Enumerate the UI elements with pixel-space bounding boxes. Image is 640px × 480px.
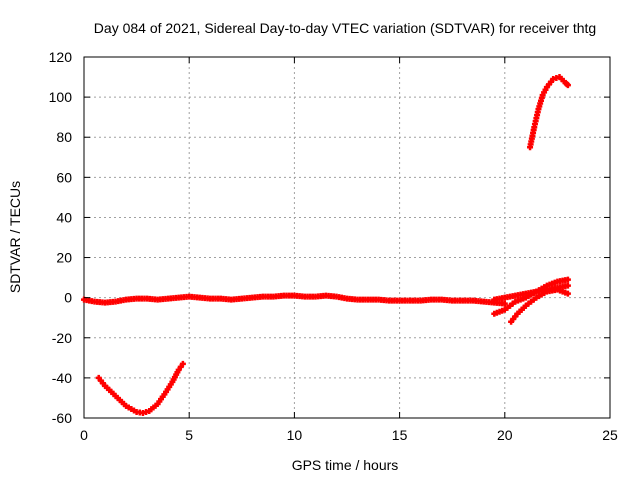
y-tick-label: 40 (56, 209, 72, 225)
y-tick-label: 80 (56, 129, 72, 145)
data-point (179, 360, 186, 367)
series-arc-late-flat (491, 282, 571, 303)
y-tick-label: -60 (52, 410, 72, 426)
plot-frame (83, 56, 611, 419)
data-point (564, 290, 571, 297)
data-series (81, 74, 571, 416)
y-tick-label: -40 (52, 370, 72, 386)
data-point (564, 82, 571, 89)
y-tick-label: 120 (49, 49, 73, 65)
data-point (501, 300, 508, 307)
y-tick-label: 100 (49, 89, 73, 105)
y-tick-label: 0 (64, 290, 72, 306)
y-tick-label: -20 (52, 330, 72, 346)
x-axis-label: GPS time / hours (292, 457, 399, 473)
grid-lines (84, 57, 610, 418)
data-point (564, 276, 571, 283)
y-axis-label: SDTVAR / TECUs (7, 181, 23, 293)
x-tick-label: 20 (497, 427, 513, 443)
y-axis-ticks: -60 -40 -20 0 20 40 60 80 100 120 (49, 49, 610, 426)
series-arc-near-zero (81, 292, 508, 307)
y-tick-label: 20 (56, 250, 72, 266)
series-arc-high (527, 74, 571, 151)
x-tick-label: 25 (602, 427, 618, 443)
x-tick-label: 0 (80, 427, 88, 443)
x-tick-label: 5 (185, 427, 193, 443)
data-point (564, 282, 571, 289)
x-tick-label: 10 (287, 427, 303, 443)
x-tick-label: 15 (392, 427, 408, 443)
series-arc-negative-dip (95, 360, 186, 416)
chart-title: Day 084 of 2021, Sidereal Day-to-day VTE… (94, 20, 596, 36)
x-axis-ticks: 0 5 10 15 20 25 (80, 57, 618, 443)
y-tick-label: 60 (56, 169, 72, 185)
